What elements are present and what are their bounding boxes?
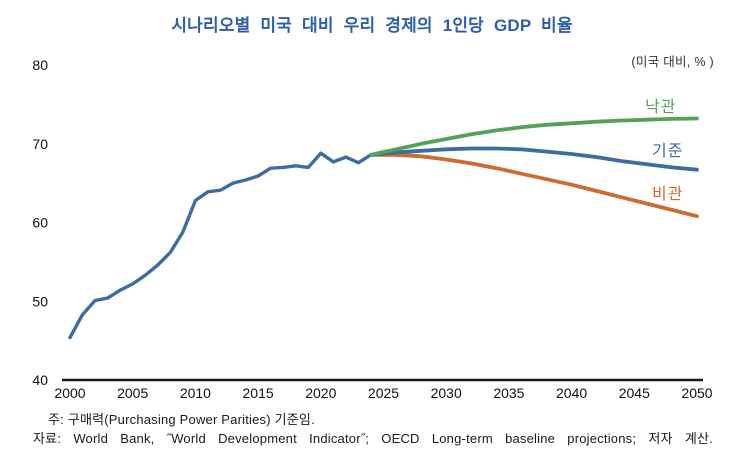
y-tick-label: 40 bbox=[32, 372, 48, 388]
x-tick-label: 2005 bbox=[117, 385, 148, 401]
y-tick-label: 70 bbox=[32, 136, 48, 152]
legend-label-pessimistic: 비관 bbox=[652, 186, 684, 203]
legend-label-baseline: 기준 bbox=[652, 143, 684, 160]
note-line: 주: 구매력(Purchasing Power Parities) 기준임. bbox=[48, 412, 315, 427]
series-line-baseline bbox=[369, 146, 699, 172]
x-tick-label: 2025 bbox=[368, 385, 399, 401]
chart-title: 시나리오별 미국 대비 우리 경제의 1인당 GDP 비율 bbox=[171, 16, 573, 35]
x-tick-label: 2015 bbox=[243, 385, 274, 401]
series-line-historical bbox=[68, 151, 373, 340]
legend-label-optimistic: 낙관 bbox=[645, 99, 677, 116]
y-tick-label: 80 bbox=[32, 57, 48, 73]
x-tick-label: 2040 bbox=[556, 385, 587, 401]
y-tick-label: 50 bbox=[32, 293, 48, 309]
series-line-pessimistic bbox=[369, 152, 699, 219]
source-line: 자료: World Bank, ˝World Development Indic… bbox=[33, 431, 713, 446]
x-tick-label: 2045 bbox=[619, 385, 650, 401]
x-tick-label: 2000 bbox=[54, 385, 85, 401]
x-tick-label: 2035 bbox=[493, 385, 524, 401]
x-tick-label: 2050 bbox=[681, 385, 712, 401]
unit-label: (미국 대비, % ) bbox=[631, 55, 714, 69]
x-tick-label: 2030 bbox=[431, 385, 462, 401]
x-tick-label: 2010 bbox=[180, 385, 211, 401]
y-tick-label: 60 bbox=[32, 215, 48, 231]
x-tick-label: 2020 bbox=[305, 385, 336, 401]
series-line-optimistic bbox=[369, 116, 699, 157]
